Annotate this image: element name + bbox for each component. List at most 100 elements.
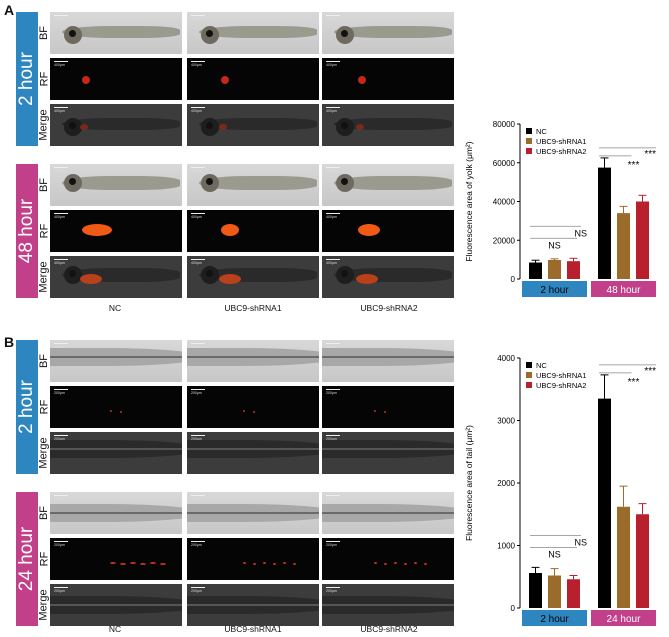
y-tick-label: 1000 bbox=[497, 542, 515, 551]
larva-body-shape bbox=[334, 176, 452, 190]
fluorescence-overlay bbox=[80, 124, 88, 130]
column-label-shrna2-b: UBC9-shRNA2 bbox=[360, 624, 418, 634]
bar bbox=[598, 398, 611, 608]
scale-bar: 400μm bbox=[191, 213, 205, 219]
scale-bar: 200μm bbox=[326, 343, 340, 349]
time-label-text-wrap: 24 hour bbox=[16, 492, 38, 626]
time-label-text: 24 hour bbox=[16, 526, 38, 592]
larva-eye-shape bbox=[341, 178, 348, 185]
micrograph-bf: 400μm bbox=[322, 164, 454, 206]
y-tick-label: 60000 bbox=[493, 159, 516, 168]
larva-eye-shape bbox=[69, 122, 76, 129]
legend-swatch bbox=[526, 148, 532, 154]
row-label-text: Merge bbox=[38, 261, 50, 293]
micrograph-bf: 200μm bbox=[50, 340, 182, 382]
row-label-text: Merge bbox=[38, 437, 50, 469]
scale-bar: 200μm bbox=[54, 435, 68, 441]
micrograph-merge: 400μm bbox=[187, 104, 319, 146]
legend-label: UBC9-shRNA1 bbox=[536, 371, 586, 380]
scale-bar: 200μm bbox=[326, 389, 340, 395]
scale-bar: 200μm bbox=[326, 435, 340, 441]
y-tick-label: 4000 bbox=[497, 354, 515, 363]
micrograph-bf: 200μm bbox=[187, 492, 319, 534]
fluorescence-spot bbox=[384, 563, 387, 565]
micrograph-bf: 400μm bbox=[187, 12, 319, 54]
fluorescence-spot bbox=[82, 224, 112, 236]
fluorescence-spot bbox=[120, 411, 122, 413]
significance-label: *** bbox=[628, 160, 640, 171]
micrograph-rf: 400μm bbox=[322, 210, 454, 252]
bar bbox=[548, 575, 561, 608]
legend-swatch bbox=[526, 362, 532, 368]
time-label-0-0: 2 hour bbox=[16, 12, 38, 146]
time-label-text: 2 hour bbox=[16, 52, 37, 106]
larva-body-shape bbox=[334, 26, 452, 38]
micrograph-rf: 200μm bbox=[50, 386, 182, 428]
scale-bar: 200μm bbox=[326, 587, 340, 593]
scale-bar: 200μm bbox=[191, 495, 205, 501]
significance-label: NS bbox=[548, 240, 561, 250]
fluorescence-overlay bbox=[219, 124, 227, 130]
column-label-shrna1-a: UBC9-shRNA1 bbox=[224, 303, 282, 313]
micrograph-merge: 200μm bbox=[50, 584, 182, 626]
scale-bar: 400μm bbox=[191, 167, 205, 173]
micrograph-bf: 400μm bbox=[50, 12, 182, 54]
fluorescence-spot bbox=[253, 563, 256, 565]
significance-label: NS bbox=[548, 549, 561, 559]
micrograph-rf: 400μm bbox=[50, 58, 182, 100]
micrograph-bf: 200μm bbox=[322, 492, 454, 534]
notochord-line bbox=[187, 604, 319, 606]
group-label: 24 hour bbox=[607, 614, 642, 625]
scale-bar: 200μm bbox=[54, 495, 68, 501]
scale-bar: 200μm bbox=[326, 495, 340, 501]
time-label-text: 48 hour bbox=[16, 198, 38, 264]
fluorescence-spot bbox=[424, 563, 427, 565]
group-label: 48 hour bbox=[607, 285, 642, 296]
legend-label: NC bbox=[536, 127, 547, 136]
scale-bar: 400μm bbox=[326, 259, 340, 265]
larva-eye-shape bbox=[341, 270, 348, 277]
legend-label: UBC9-shRNA2 bbox=[536, 147, 586, 156]
row-label-text: RF bbox=[37, 71, 50, 87]
micrograph-merge: 400μm bbox=[50, 104, 182, 146]
notochord-line bbox=[50, 356, 182, 358]
fluorescence-overlay bbox=[356, 274, 378, 284]
bar bbox=[567, 579, 580, 608]
fluorescence-spot bbox=[253, 411, 255, 413]
micrograph-rf: 200μm bbox=[50, 538, 182, 580]
scale-bar: 400μm bbox=[54, 61, 68, 67]
bar bbox=[617, 213, 630, 279]
fluorescence-spot bbox=[150, 562, 156, 564]
bar bbox=[598, 167, 611, 279]
fluorescence-spot bbox=[243, 562, 246, 564]
fluorescence-spot bbox=[130, 562, 136, 564]
larva-eye-shape bbox=[69, 270, 76, 277]
larva-eye-shape bbox=[341, 30, 348, 37]
scale-bar: 400μm bbox=[54, 213, 68, 219]
fluorescence-spot bbox=[374, 562, 377, 564]
fluorescence-spot bbox=[110, 562, 116, 564]
significance-label: NS bbox=[574, 228, 587, 238]
bar bbox=[567, 261, 580, 279]
notochord-line bbox=[187, 448, 319, 450]
time-label-text-wrap: 2 hour bbox=[16, 340, 38, 474]
panel-letter-b: B bbox=[4, 334, 15, 350]
scale-bar: 200μm bbox=[191, 587, 205, 593]
micrograph-merge: 400μm bbox=[50, 256, 182, 298]
scale-bar: 400μm bbox=[54, 15, 68, 21]
fluorescence-spot bbox=[358, 224, 380, 236]
larva-eye-shape bbox=[341, 122, 348, 129]
micrograph-merge: 200μm bbox=[322, 584, 454, 626]
micrograph-rf: 200μm bbox=[322, 538, 454, 580]
time-label-1-0: 2 hour bbox=[16, 340, 38, 474]
bar bbox=[529, 573, 542, 608]
legend-swatch bbox=[526, 382, 532, 388]
scale-bar: 400μm bbox=[191, 15, 205, 21]
group-label-box bbox=[522, 281, 587, 297]
legend-swatch bbox=[526, 138, 532, 144]
y-axis-label: Fluorescence area of yolk (μm²) bbox=[464, 141, 474, 261]
scale-bar: 400μm bbox=[326, 213, 340, 219]
scale-bar: 200μm bbox=[54, 587, 68, 593]
row-label-text: BF bbox=[38, 25, 50, 41]
micrograph-bf: 200μm bbox=[187, 340, 319, 382]
